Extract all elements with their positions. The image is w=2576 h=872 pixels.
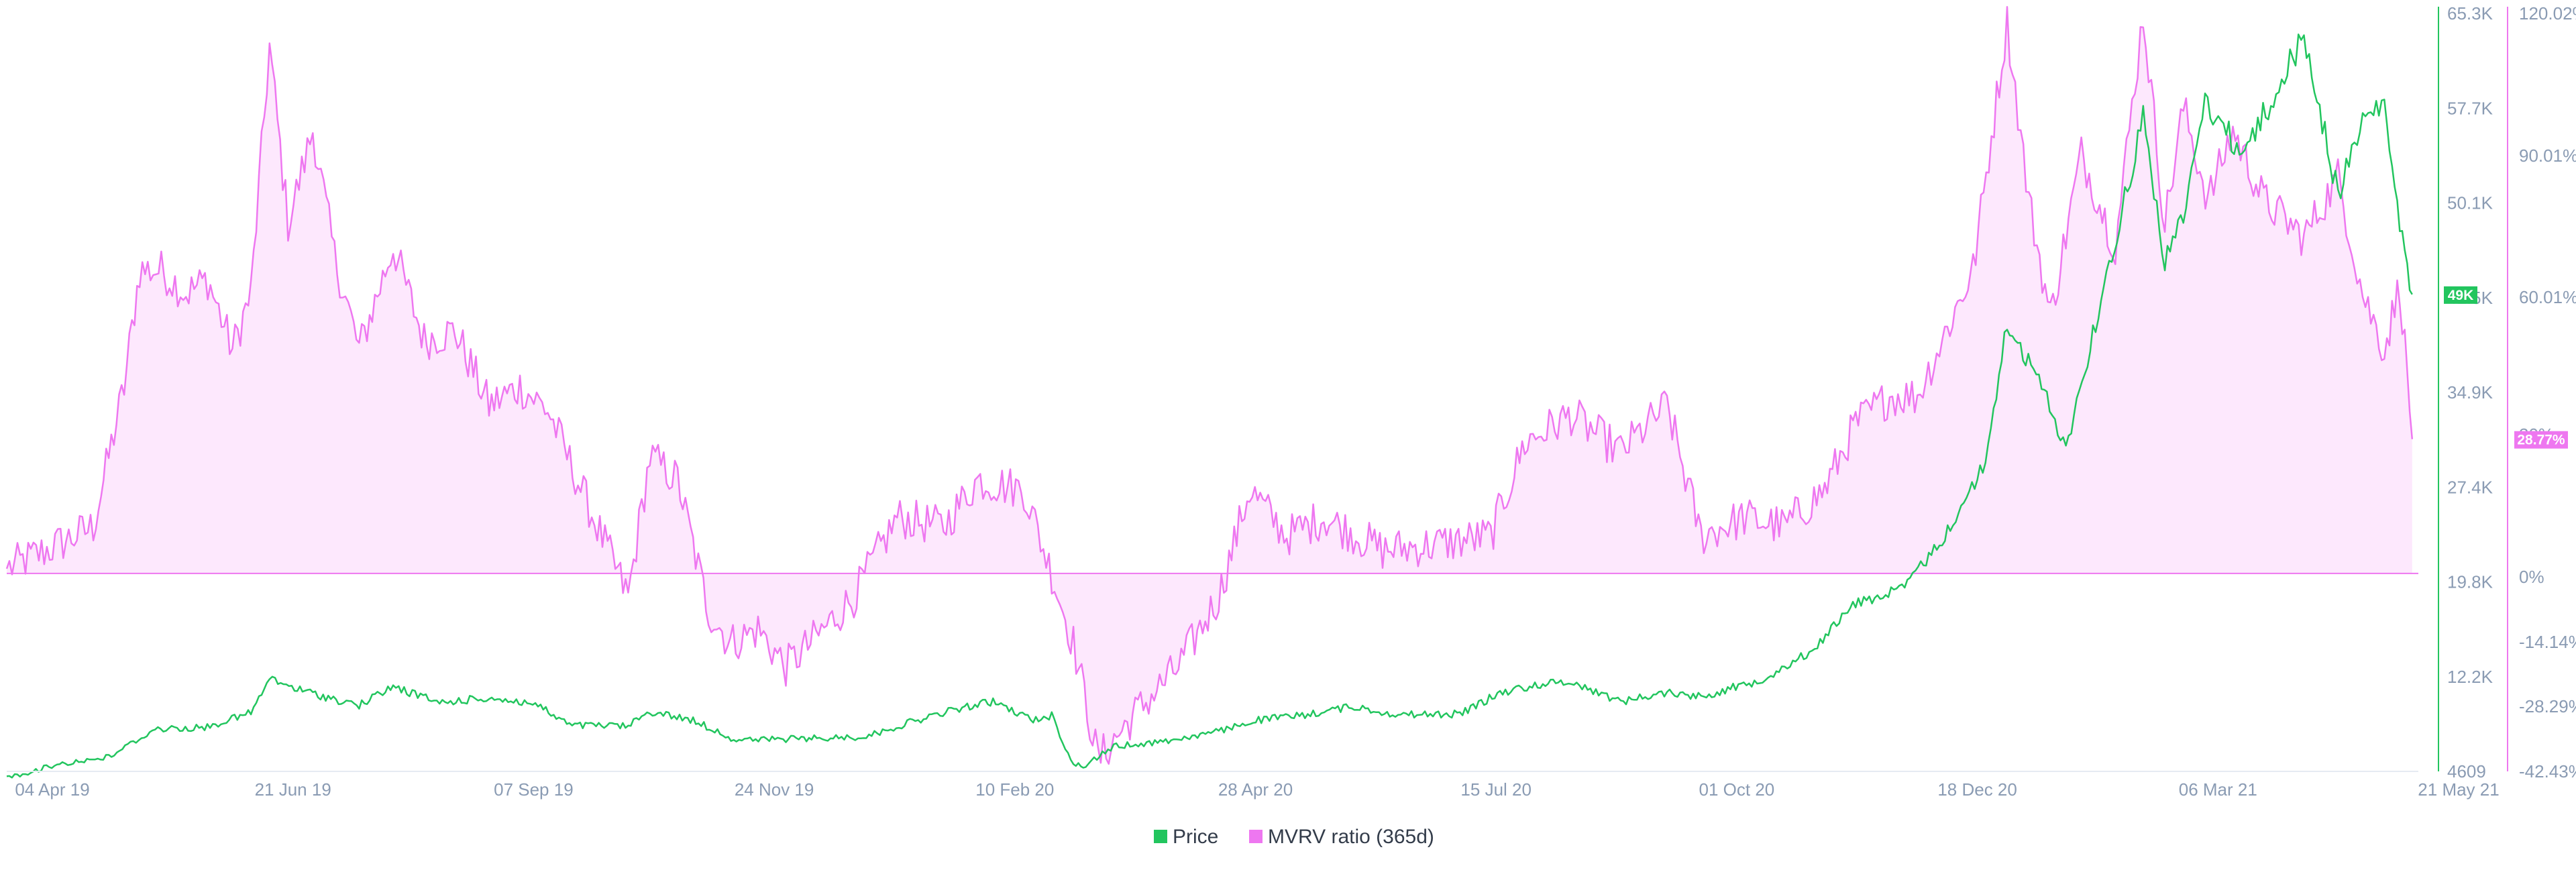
mvrv-area-layer — [7, 7, 2412, 764]
price-series-line[interactable] — [6, 34, 2413, 779]
legend-swatch — [1249, 830, 1263, 843]
x-tick-label: 28 Apr 20 — [1218, 779, 1293, 800]
x-tick-label: 06 Mar 21 — [2179, 779, 2257, 800]
x-tick-label: 07 Sep 19 — [494, 779, 574, 800]
price-tick-label: 34.9K — [2447, 382, 2493, 402]
mvrv-tick-label: 90.01% — [2519, 146, 2576, 166]
legend-label: MVRV ratio (365d) — [1268, 826, 1434, 848]
legend[interactable]: Price MVRV ratio (365d) — [1154, 826, 1434, 848]
legend-swatch — [1154, 830, 1167, 843]
mvrv-axis-ticks: 120.02%90.01%60.01%30%0%-14.14%-28.29%-4… — [2519, 3, 2576, 781]
legend-label: Price — [1173, 826, 1218, 848]
x-tick-label: 04 Apr 19 — [15, 779, 89, 800]
mvrv-tick-label: -14.14% — [2519, 632, 2576, 652]
price-axis-ticks: 65.3K57.7K50.1K42.5K34.9K27.4K19.8K12.2K… — [2447, 3, 2493, 781]
mvrv-tick-label: 120.02% — [2519, 3, 2576, 23]
price-tick-label: 65.3K — [2447, 3, 2493, 23]
mvrv-series-line[interactable] — [5, 6, 2414, 765]
mvrv-last-value-badge: 28.77% — [2514, 431, 2568, 449]
mvrv-tick-label: 0% — [2519, 567, 2544, 587]
x-tick-label: 24 Nov 19 — [735, 779, 814, 800]
legend-item-price[interactable]: Price — [1154, 826, 1218, 848]
x-tick-label: 18 Dec 20 — [1937, 779, 2017, 800]
mvrv-tick-label: 60.01% — [2519, 287, 2576, 307]
x-tick-label: 21 Jun 19 — [255, 779, 331, 800]
last-value-badges: 49K 28.77% — [2444, 286, 2568, 449]
x-tick-label: 01 Oct 20 — [1699, 779, 1775, 800]
x-tick-label: 10 Feb 20 — [975, 779, 1054, 800]
axes-layer — [7, 7, 2508, 772]
mvrv-tick-label: -28.29% — [2519, 696, 2576, 716]
price-tick-label: 12.2K — [2447, 667, 2493, 687]
mvrv-last-value: 28.77% — [2517, 433, 2565, 448]
mvrv-tick-label: -42.43% — [2519, 761, 2576, 781]
price-tick-label: 50.1K — [2447, 193, 2493, 213]
x-tick-label: 21 May 21 — [2418, 779, 2499, 800]
x-tick-label: 15 Jul 20 — [1460, 779, 1532, 800]
x-axis-ticks: 04 Apr 19 21 Jun 19 07 Sep 19 24 Nov 19 10 F… — [15, 779, 2499, 800]
price-tick-label: 57.7K — [2447, 98, 2493, 118]
price-tick-label: 27.4K — [2447, 477, 2493, 497]
price-tick-label: 4609 — [2447, 761, 2486, 781]
price-last-value: 49K — [2448, 288, 2474, 303]
legend-item-mvrv[interactable]: MVRV ratio (365d) — [1249, 826, 1434, 848]
series-lines-layer — [5, 6, 2414, 779]
price-last-value-badge: 49K — [2444, 286, 2477, 304]
price-tick-label: 19.8K — [2447, 572, 2493, 592]
mvrv-area-fill — [7, 7, 2412, 764]
